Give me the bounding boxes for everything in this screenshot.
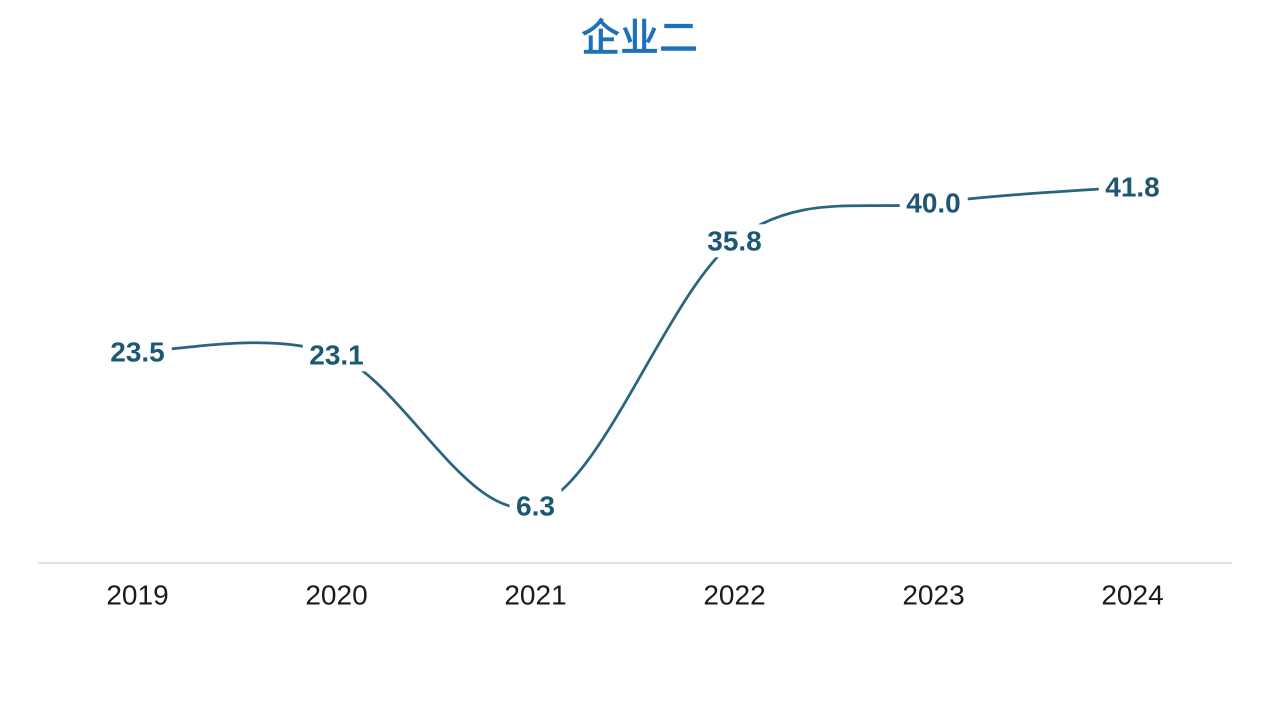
chart-title: 企业二 [581,18,699,60]
series-line [136,185,1134,510]
